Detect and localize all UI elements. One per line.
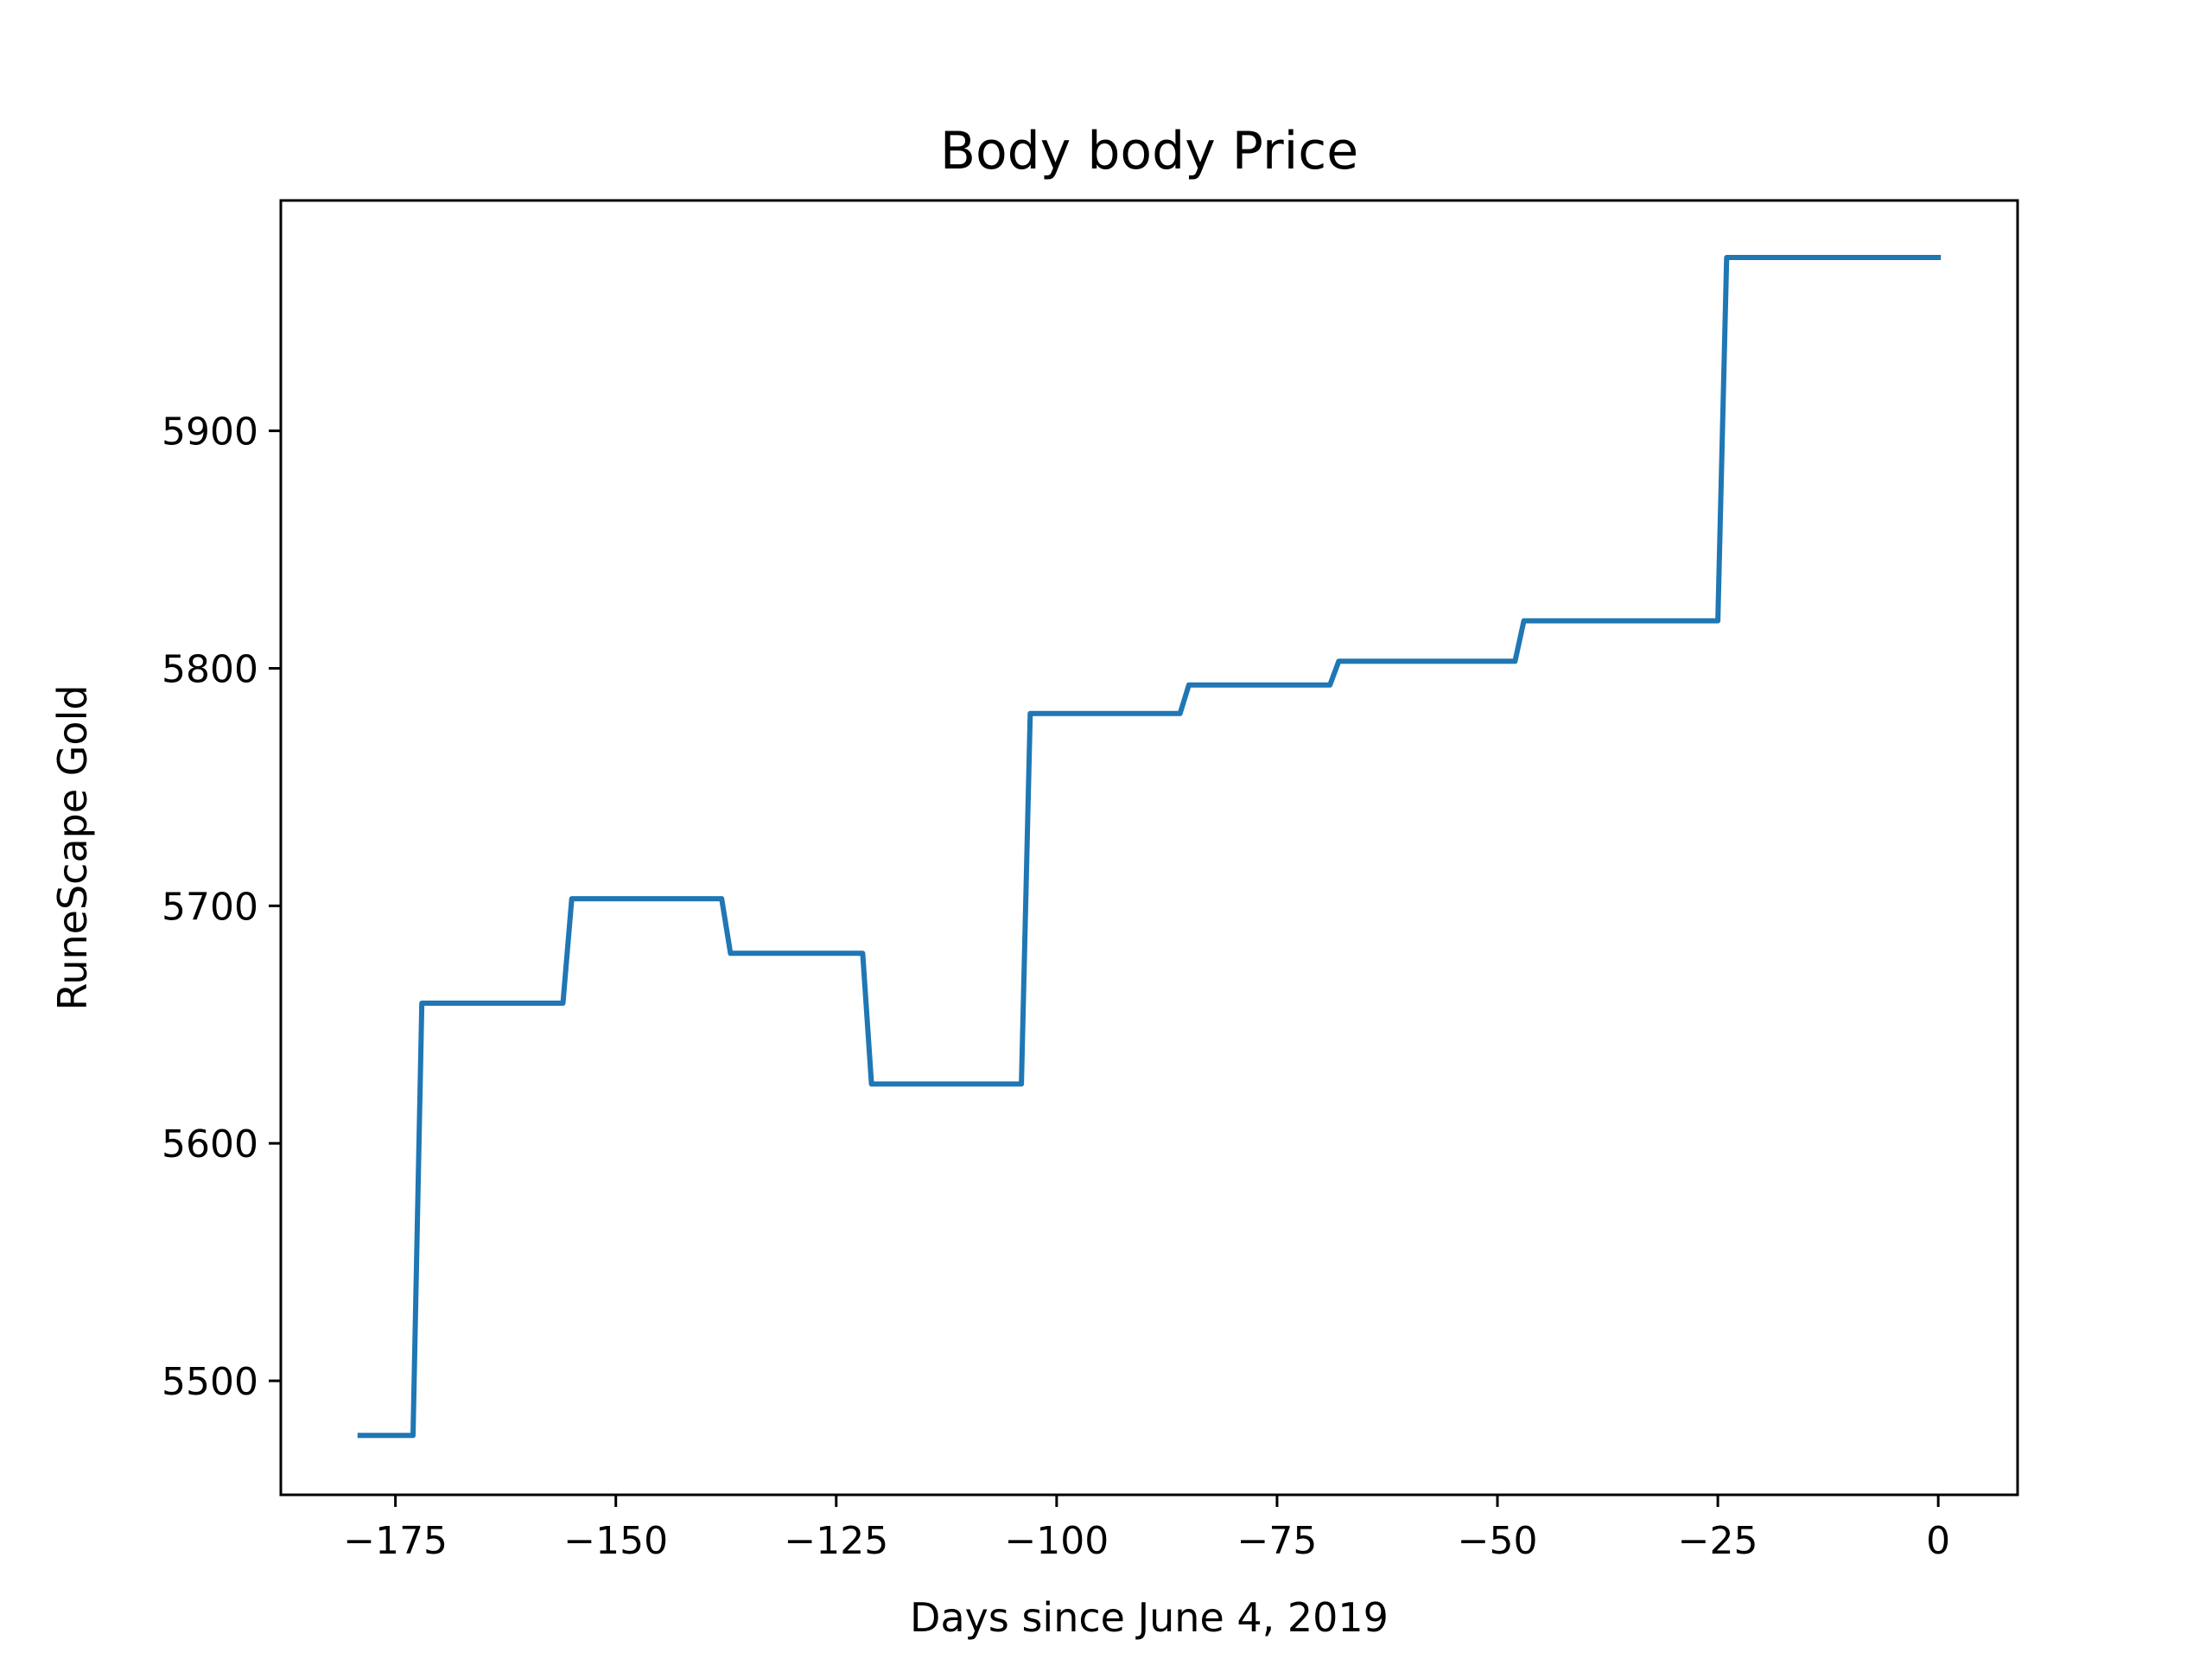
- y-tick-label: 5500: [162, 1360, 258, 1404]
- x-tick-label: −50: [1458, 1519, 1538, 1563]
- x-tick-label: −175: [343, 1519, 448, 1563]
- x-tick-label: −75: [1237, 1519, 1318, 1563]
- x-axis-label: Days since June 4, 2019: [910, 1594, 1389, 1641]
- x-tick-label: 0: [1926, 1519, 1950, 1563]
- y-tick-label: 5900: [162, 410, 258, 454]
- x-tick-label: −125: [784, 1519, 888, 1563]
- plot-area: [279, 199, 2019, 1497]
- series-line-0: [357, 255, 1942, 1439]
- x-axis-ticks: −175 −150 −125 −100 −75 −50 −25 0: [343, 1495, 1950, 1563]
- x-tick-label: −150: [563, 1519, 668, 1563]
- y-tick-label: 5600: [162, 1122, 258, 1166]
- y-axis-ticks: 5500 5600 5700 5800 5900: [162, 410, 281, 1404]
- axes-frame: [279, 199, 2019, 1497]
- y-tick-label: 5700: [162, 885, 258, 929]
- chart-title: Body body Price: [940, 121, 1358, 181]
- y-tick-label: 5800: [162, 647, 258, 691]
- y-axis-label: RuneScape Gold: [49, 684, 96, 1010]
- x-tick-label: −100: [1004, 1519, 1109, 1563]
- x-tick-label: −25: [1678, 1519, 1758, 1563]
